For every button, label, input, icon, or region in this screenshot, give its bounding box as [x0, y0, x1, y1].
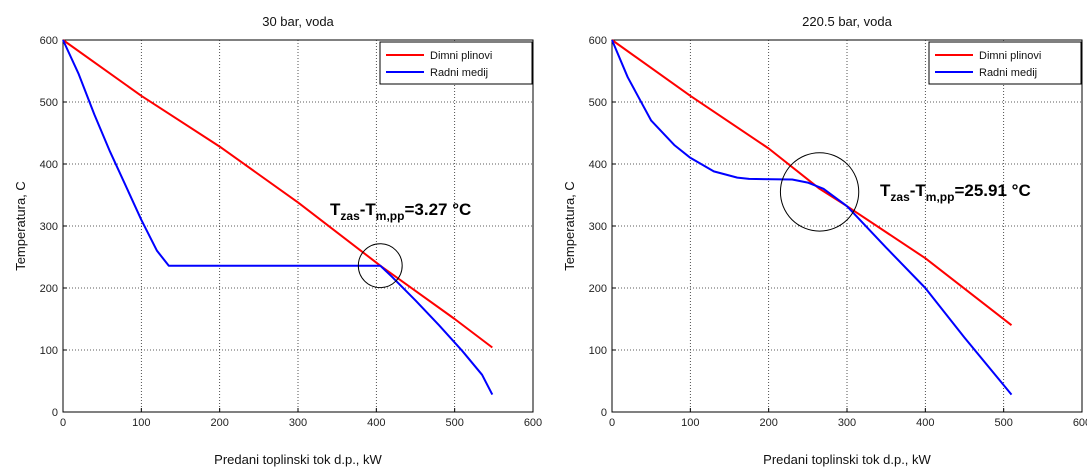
- y-tick-label: 500: [40, 97, 58, 109]
- y-tick-label: 200: [589, 283, 607, 295]
- x-tick-label: 100: [132, 417, 150, 429]
- chart-1: 0 100 200 300 400 500 600 0 100 200 300 400 500 600 30…: [13, 14, 542, 467]
- annotation-subscript: zas: [890, 190, 910, 204]
- legend: Dimni plinovi Radni medij: [928, 41, 1082, 85]
- x-tick-label: 500: [994, 417, 1012, 429]
- annotation-text: T: [880, 181, 891, 200]
- series-line-radni-medij: [611, 39, 1013, 396]
- pinch-point-annotation: Tzas-Tm,pp=3.27 °C: [330, 200, 471, 223]
- annotation-subscript: m,pp: [926, 190, 955, 204]
- legend-box: [379, 41, 533, 85]
- legend: Dimni plinovi Radni medij: [379, 41, 533, 85]
- chart-title: 30 bar, voda: [262, 14, 334, 29]
- annotation-text: =3.27 °C: [404, 200, 471, 219]
- series-line-radni-medij: [62, 39, 494, 396]
- annotation-subscript: zas: [340, 209, 360, 223]
- x-axis-label: Predani toplinski tok d.p., kW: [214, 452, 382, 467]
- y-tick-label: 0: [601, 407, 607, 419]
- series-line-dimni-plinovi: [62, 39, 493, 349]
- x-tick-label: 600: [1073, 417, 1087, 429]
- x-tick-label: 500: [445, 417, 463, 429]
- y-tick-label: 400: [589, 159, 607, 171]
- annotation-text: -T: [360, 200, 377, 219]
- legend-entry: Dimni plinovi: [979, 50, 1041, 62]
- x-tick-label: 300: [838, 417, 856, 429]
- x-tick-label: 400: [916, 417, 934, 429]
- annotation-text: -T: [910, 181, 927, 200]
- pinch-point-circle: [779, 152, 860, 232]
- chart-title: 220.5 bar, voda: [802, 14, 892, 29]
- y-tick-label: 100: [589, 345, 607, 357]
- legend-entry: Radni medij: [979, 67, 1037, 79]
- y-tick-label: 300: [40, 221, 58, 233]
- y-tick-label: 600: [589, 35, 607, 47]
- annotation-text: T: [330, 200, 341, 219]
- pinch-point-annotation: Tzas-Tm,pp=25.91 °C: [880, 181, 1031, 204]
- legend-entry: Radni medij: [430, 67, 488, 79]
- x-tick-label: 200: [759, 417, 777, 429]
- y-tick-label: 400: [40, 159, 58, 171]
- legend-entry: Dimni plinovi: [430, 50, 492, 62]
- x-tick-label: 200: [210, 417, 228, 429]
- y-tick-label: 300: [589, 221, 607, 233]
- x-axis-label: Predani toplinski tok d.p., kW: [763, 452, 931, 467]
- chart-2: 0 100 200 300 400 500 600 0 100 200 300 400 500 600 22…: [562, 14, 1087, 467]
- y-tick-label: 600: [40, 35, 58, 47]
- x-tick-label: 100: [681, 417, 699, 429]
- pinch-point-circle: [357, 243, 403, 289]
- y-axis-label: Temperatura, C: [13, 181, 28, 271]
- y-tick-label: 0: [52, 407, 58, 419]
- x-tick-label: 400: [367, 417, 385, 429]
- annotation-subscript: m,pp: [376, 209, 405, 223]
- y-axis-label: Temperatura, C: [562, 181, 577, 271]
- annotation-text: =25.91 °C: [954, 181, 1030, 200]
- series-line-dimni-plinovi: [611, 39, 1013, 326]
- y-tick-label: 500: [589, 97, 607, 109]
- x-tick-label: 300: [289, 417, 307, 429]
- x-tick-label: 600: [524, 417, 542, 429]
- legend-box: [928, 41, 1082, 85]
- x-tick-label: 0: [60, 417, 66, 429]
- y-tick-label: 200: [40, 283, 58, 295]
- x-tick-label: 0: [609, 417, 615, 429]
- y-tick-label: 100: [40, 345, 58, 357]
